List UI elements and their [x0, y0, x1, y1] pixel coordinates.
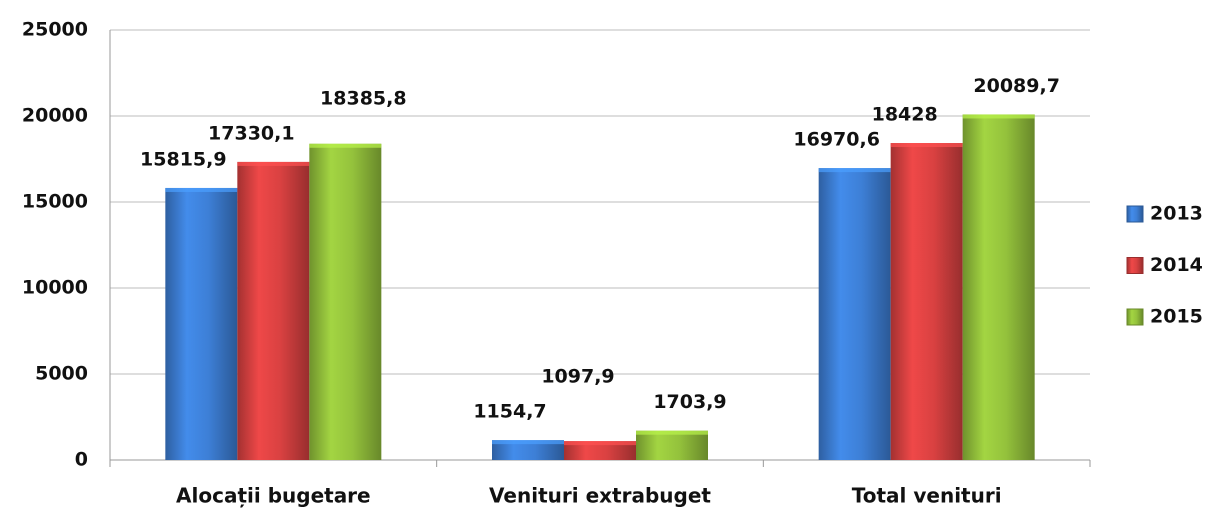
legend-swatch	[1126, 205, 1144, 223]
data-label: 18385,8	[320, 87, 407, 109]
bar-top	[818, 168, 891, 173]
y-tick-label: 15000	[22, 191, 88, 213]
data-label: 15815,9	[140, 148, 227, 170]
data-label: 1703,9	[653, 391, 726, 413]
legend-label: 2013	[1150, 203, 1203, 225]
bar-top	[564, 441, 636, 446]
y-tick-label: 25000	[22, 19, 88, 41]
data-label: 16970,6	[793, 129, 880, 151]
data-label: 1154,7	[473, 401, 546, 423]
legend-label: 2015	[1150, 306, 1203, 328]
bar	[962, 114, 1035, 461]
legend-swatch	[1126, 308, 1144, 326]
y-tick-label: 5000	[35, 363, 88, 385]
bar-top	[962, 114, 1035, 119]
bar	[492, 440, 564, 460]
data-label: 1097,9	[541, 366, 614, 388]
bar	[636, 430, 708, 460]
data-label: 17330,1	[208, 122, 295, 144]
bar	[237, 161, 310, 460]
x-tick-label: Total venituri	[852, 484, 1002, 508]
bar-top	[237, 161, 310, 166]
data-label: 18428	[872, 104, 938, 126]
bar	[890, 143, 963, 461]
bar	[165, 187, 238, 460]
bar-top	[492, 440, 564, 445]
y-tick-label: 0	[75, 449, 88, 471]
legend-label: 2014	[1150, 254, 1203, 276]
bar-top	[165, 187, 238, 192]
bar-top	[890, 143, 963, 148]
bar-top	[309, 143, 382, 148]
bar	[564, 441, 636, 460]
y-tick-label: 10000	[22, 277, 88, 299]
bar-top	[636, 430, 708, 435]
x-tick-label: Venituri extrabuget	[489, 484, 711, 508]
legend-swatch	[1126, 257, 1144, 274]
x-tick-label: Alocații bugetare	[176, 484, 371, 508]
y-tick-label: 20000	[22, 105, 88, 127]
bar	[818, 168, 891, 460]
bar	[309, 143, 382, 461]
data-label: 20089,7	[973, 75, 1060, 97]
